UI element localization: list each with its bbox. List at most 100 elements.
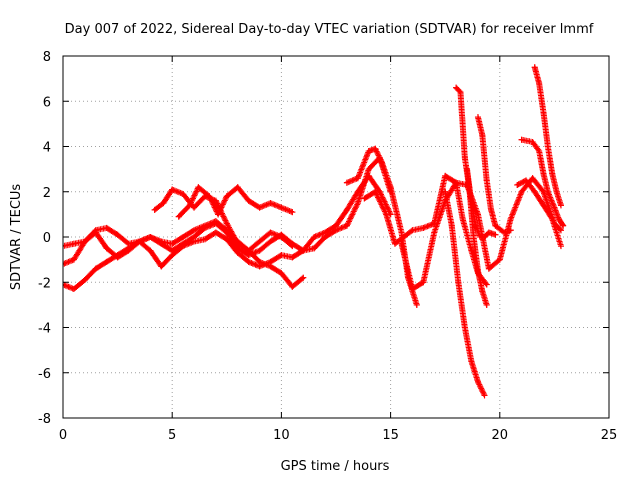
data-point	[481, 392, 488, 399]
data-point	[70, 256, 77, 263]
data-point	[468, 200, 475, 207]
series-arc-12	[474, 114, 514, 236]
data-point	[442, 188, 449, 195]
data-point	[63, 243, 66, 250]
data-point	[180, 234, 187, 240]
data-layer	[63, 64, 567, 399]
data-point	[409, 286, 416, 293]
data-point	[391, 240, 398, 247]
data-point	[529, 175, 536, 182]
data-marker-trail	[343, 145, 420, 308]
tick-layer: 0 5 10 15 20 25 -8 -6 -4 -2 0 2 4 6 8	[38, 50, 617, 443]
data-point	[409, 227, 416, 234]
data-point	[63, 281, 66, 288]
data-point	[523, 177, 530, 184]
data-point	[557, 243, 564, 250]
data-marker-trail	[63, 218, 307, 292]
data-point	[468, 358, 475, 365]
data-point	[496, 256, 503, 263]
data-point	[114, 252, 121, 259]
data-point	[215, 211, 222, 218]
data-point	[518, 136, 525, 143]
data-point	[267, 229, 274, 236]
series-arc-4	[151, 186, 296, 254]
data-point	[461, 324, 468, 331]
data-point	[483, 177, 490, 184]
series-arc-9	[442, 188, 488, 399]
y-axis-label: SDTVAR / TECUs	[9, 184, 24, 291]
data-point	[103, 258, 110, 265]
data-point	[212, 218, 219, 225]
data-point	[169, 240, 176, 247]
data-point	[536, 80, 543, 87]
data-point	[481, 234, 488, 240]
data-point	[92, 265, 99, 272]
series-arc-3	[63, 218, 307, 293]
y-tick-label: 8	[43, 50, 51, 65]
data-point	[278, 204, 285, 211]
data-point	[70, 240, 77, 247]
data-point	[383, 211, 390, 218]
data-point	[485, 229, 492, 236]
data-point	[365, 172, 372, 179]
data-point	[160, 200, 167, 207]
data-point	[453, 84, 460, 91]
data-point	[474, 267, 481, 274]
data-point	[400, 234, 407, 240]
data-point	[483, 301, 490, 308]
data-point	[540, 202, 547, 209]
series-arc-15	[514, 177, 564, 250]
data-point	[267, 238, 274, 245]
data-point	[448, 222, 455, 229]
data-point	[289, 254, 296, 261]
data-point	[488, 206, 495, 213]
series-arc-7	[361, 172, 490, 288]
data-point	[223, 220, 230, 227]
data-point	[398, 240, 405, 247]
data-point	[544, 143, 551, 150]
data-point	[365, 166, 372, 173]
data-point	[560, 222, 567, 229]
data-point	[365, 148, 372, 155]
data-point	[186, 202, 193, 209]
data-point	[169, 186, 176, 193]
series-arc-5	[175, 184, 296, 220]
y-tick-label: -4	[38, 322, 51, 337]
data-point	[245, 258, 252, 265]
data-point	[245, 197, 252, 204]
series-arc-13	[518, 136, 567, 229]
data-point	[479, 132, 486, 139]
data-point	[372, 145, 379, 152]
data-point	[492, 231, 499, 238]
data-point	[514, 181, 521, 188]
data-point	[529, 138, 536, 145]
data-point	[289, 243, 296, 250]
data-point	[354, 175, 361, 182]
chart-title: Day 007 of 2022, Sidereal Day-to-day VTE…	[65, 22, 594, 37]
series-arc-6	[343, 145, 420, 308]
data-point	[278, 270, 285, 277]
data-point	[474, 378, 481, 385]
data-point	[459, 215, 466, 222]
y-tick-label: -8	[38, 412, 51, 427]
data-point	[420, 279, 427, 286]
data-point	[256, 258, 263, 265]
data-point	[180, 243, 187, 250]
data-point	[125, 245, 132, 252]
data-point	[195, 184, 202, 191]
x-tick-label: 25	[601, 428, 618, 443]
x-tick-label: 5	[168, 428, 176, 443]
data-point	[398, 229, 405, 236]
data-point	[557, 202, 564, 209]
x-tick-label: 0	[59, 428, 67, 443]
data-point	[501, 229, 508, 236]
data-point	[201, 222, 208, 229]
y-tick-label: 2	[43, 186, 51, 201]
data-point	[544, 188, 551, 195]
data-point	[147, 247, 154, 254]
data-point	[372, 188, 379, 195]
data-point	[343, 179, 350, 186]
data-point	[300, 274, 307, 281]
